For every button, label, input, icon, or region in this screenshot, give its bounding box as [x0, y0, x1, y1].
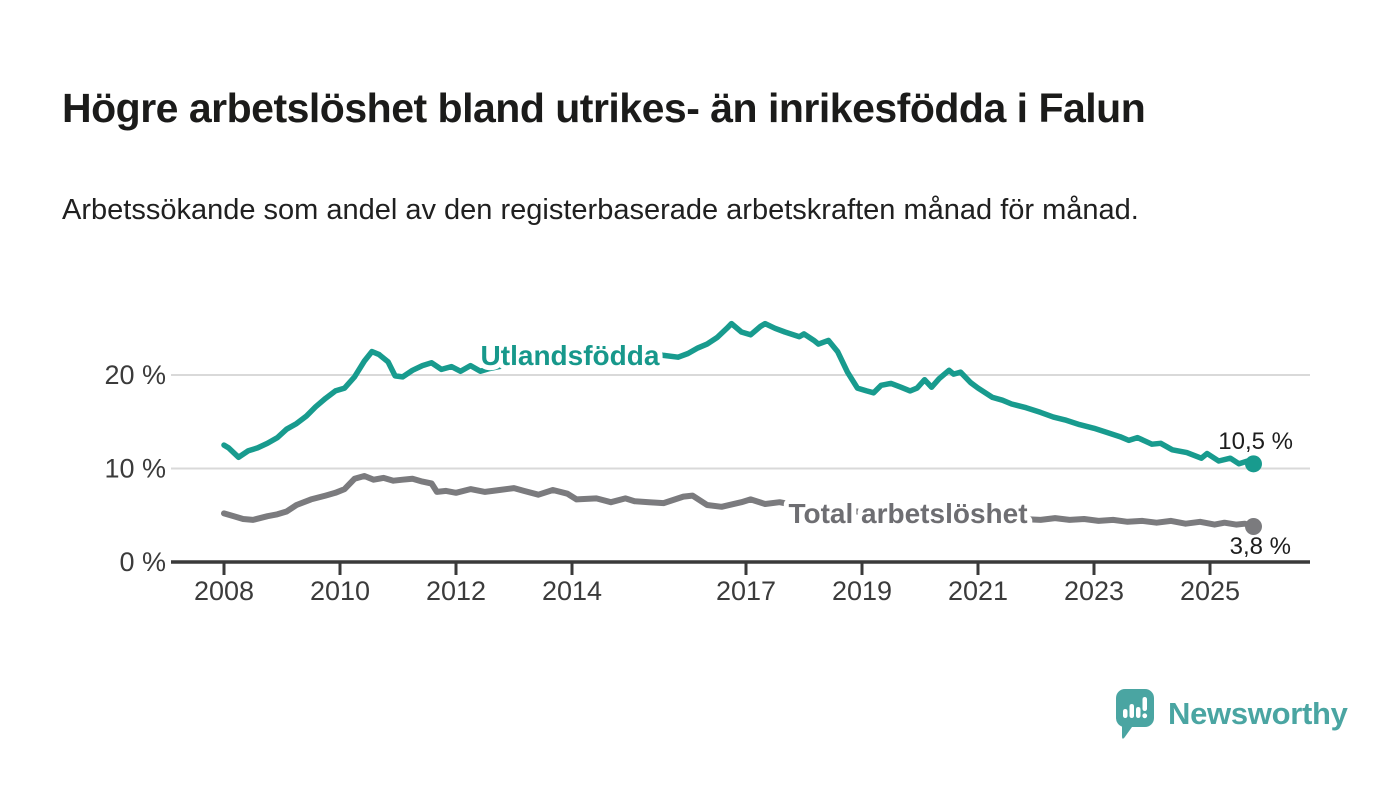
newsworthy-brand-text: Newsworthy [1168, 696, 1348, 731]
x-tick-label: 2021 [948, 576, 1008, 606]
series-end-dot-total [1245, 517, 1262, 535]
chart-label-layer: Utlandsfödda Total arbetslöshet 10,5 % 3… [476, 335, 1293, 560]
y-tick-label: 20 % [104, 360, 166, 390]
x-tick-label: 2008 [194, 576, 254, 606]
x-tick-label: 2014 [542, 576, 602, 606]
x-tick-label: 2017 [716, 576, 776, 606]
end-value-label-utlandsfodda: 10,5 % [1218, 428, 1293, 455]
y-tick-label: 10 % [104, 454, 166, 484]
series-line-utlandsfodda [221, 320, 1257, 467]
x-tick-label: 2010 [310, 576, 370, 606]
series-label-total-arbetsloshet: Total arbetslöshet [788, 498, 1027, 529]
y-tick-label: 0 % [119, 547, 166, 577]
page-title: Högre arbetslöshet bland utrikes- än inr… [62, 85, 1146, 132]
x-tick-label: 2025 [1180, 576, 1240, 606]
x-tick-label: 2012 [426, 576, 486, 606]
series-end-dot-utlandsfodda [1245, 455, 1262, 473]
chart-generated-layer: 0 % 10 % 20 % 2008 2010 2012 2014 2017 2019 2021 2… [104, 320, 1310, 606]
series-line-total [221, 473, 1257, 530]
series-label-utlandsfodda: Utlandsfödda [481, 340, 660, 371]
end-value-label-total: 3,8 % [1230, 533, 1291, 560]
x-tick-label: 2019 [832, 576, 892, 606]
bar-chart-map-pin-icon [1116, 688, 1154, 739]
page-subtitle: Arbetssökande som andel av den registerb… [62, 194, 1139, 226]
x-tick-label: 2023 [1064, 576, 1124, 606]
newsworthy-logo: Newsworthy [1116, 686, 1348, 742]
